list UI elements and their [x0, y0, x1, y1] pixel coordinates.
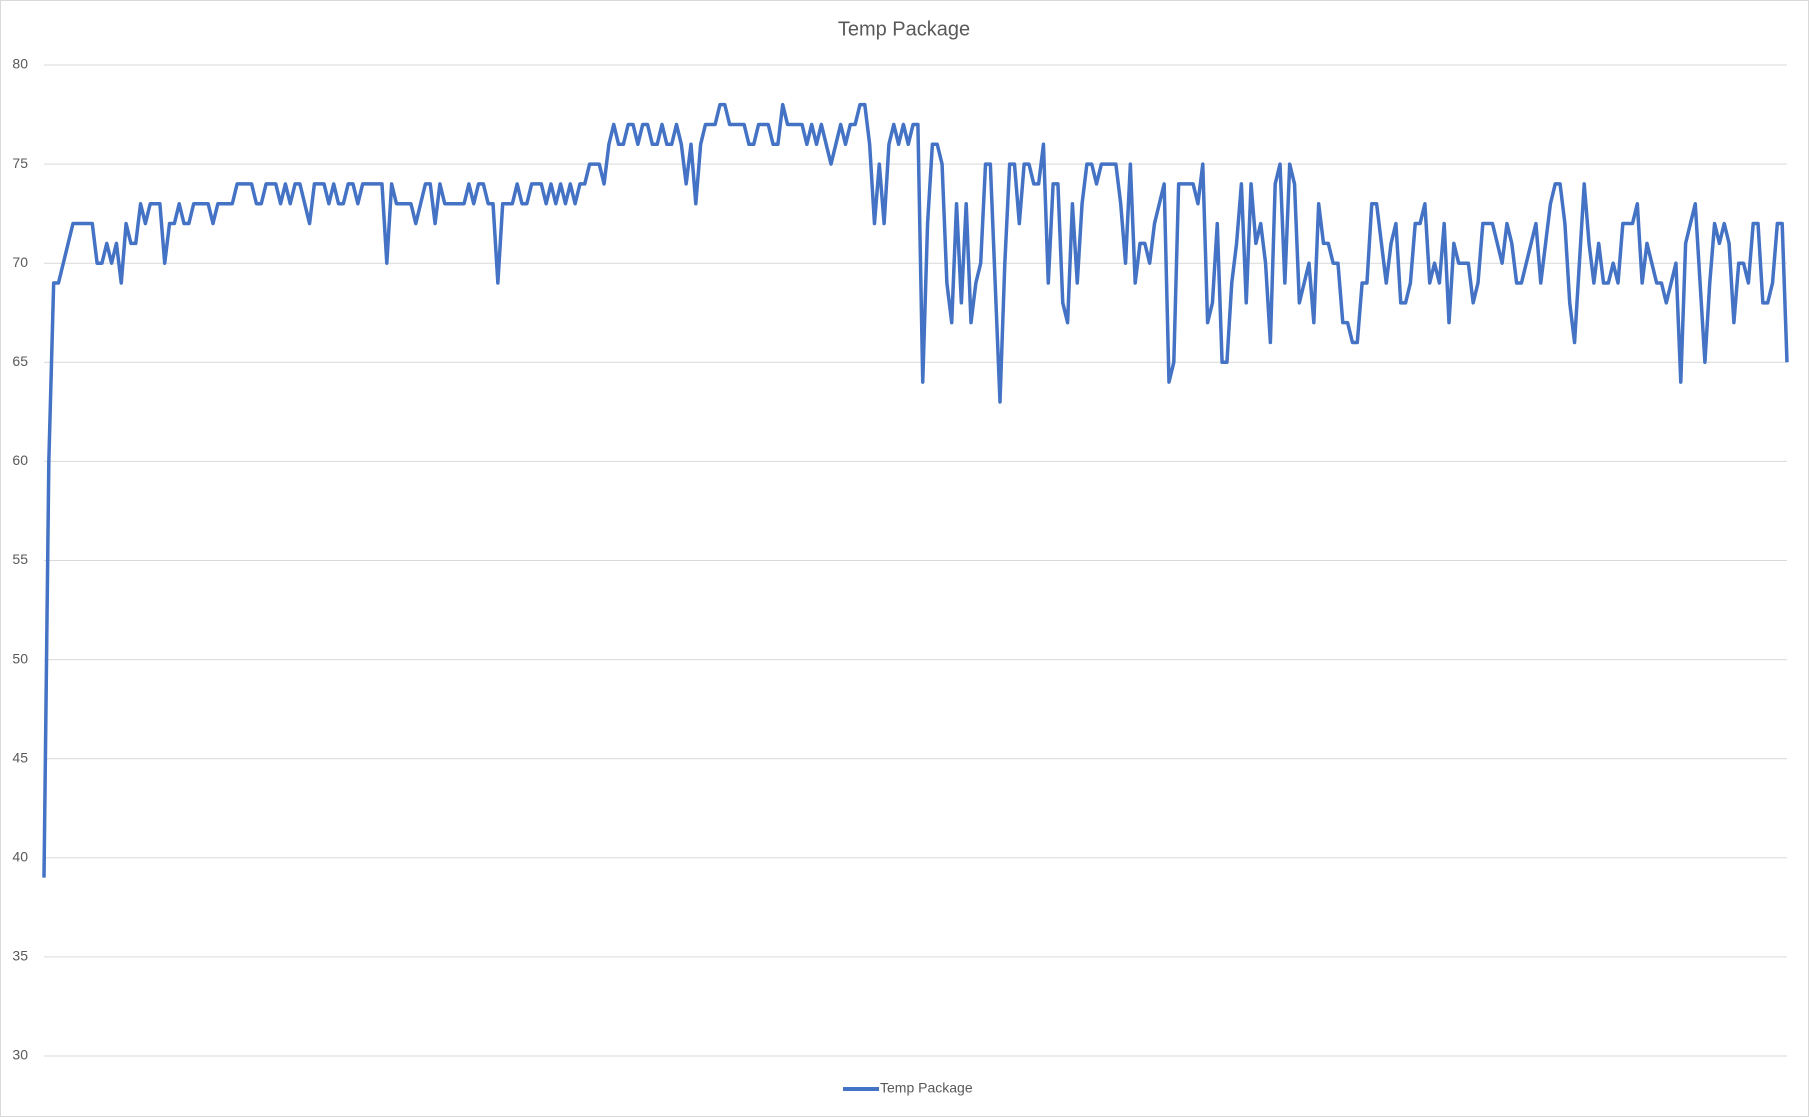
y-tick-label: 65	[12, 353, 28, 369]
series-line	[42, 102, 1789, 878]
y-tick-label: 70	[12, 254, 28, 270]
chart-title: Temp Package	[838, 18, 970, 40]
y-tick-label: 60	[12, 452, 28, 468]
y-tick-label: 35	[12, 948, 28, 964]
y-tick-label: 75	[12, 155, 28, 171]
y-tick-label: 80	[12, 56, 28, 72]
y-tick-label: 45	[12, 749, 28, 765]
y-tick-label: 50	[12, 650, 28, 666]
legend-label: Temp Package	[880, 1080, 973, 1096]
y-tick-label: 30	[12, 1047, 28, 1063]
y-tick-label: 55	[12, 551, 28, 567]
y-tick-label: 40	[12, 849, 28, 865]
